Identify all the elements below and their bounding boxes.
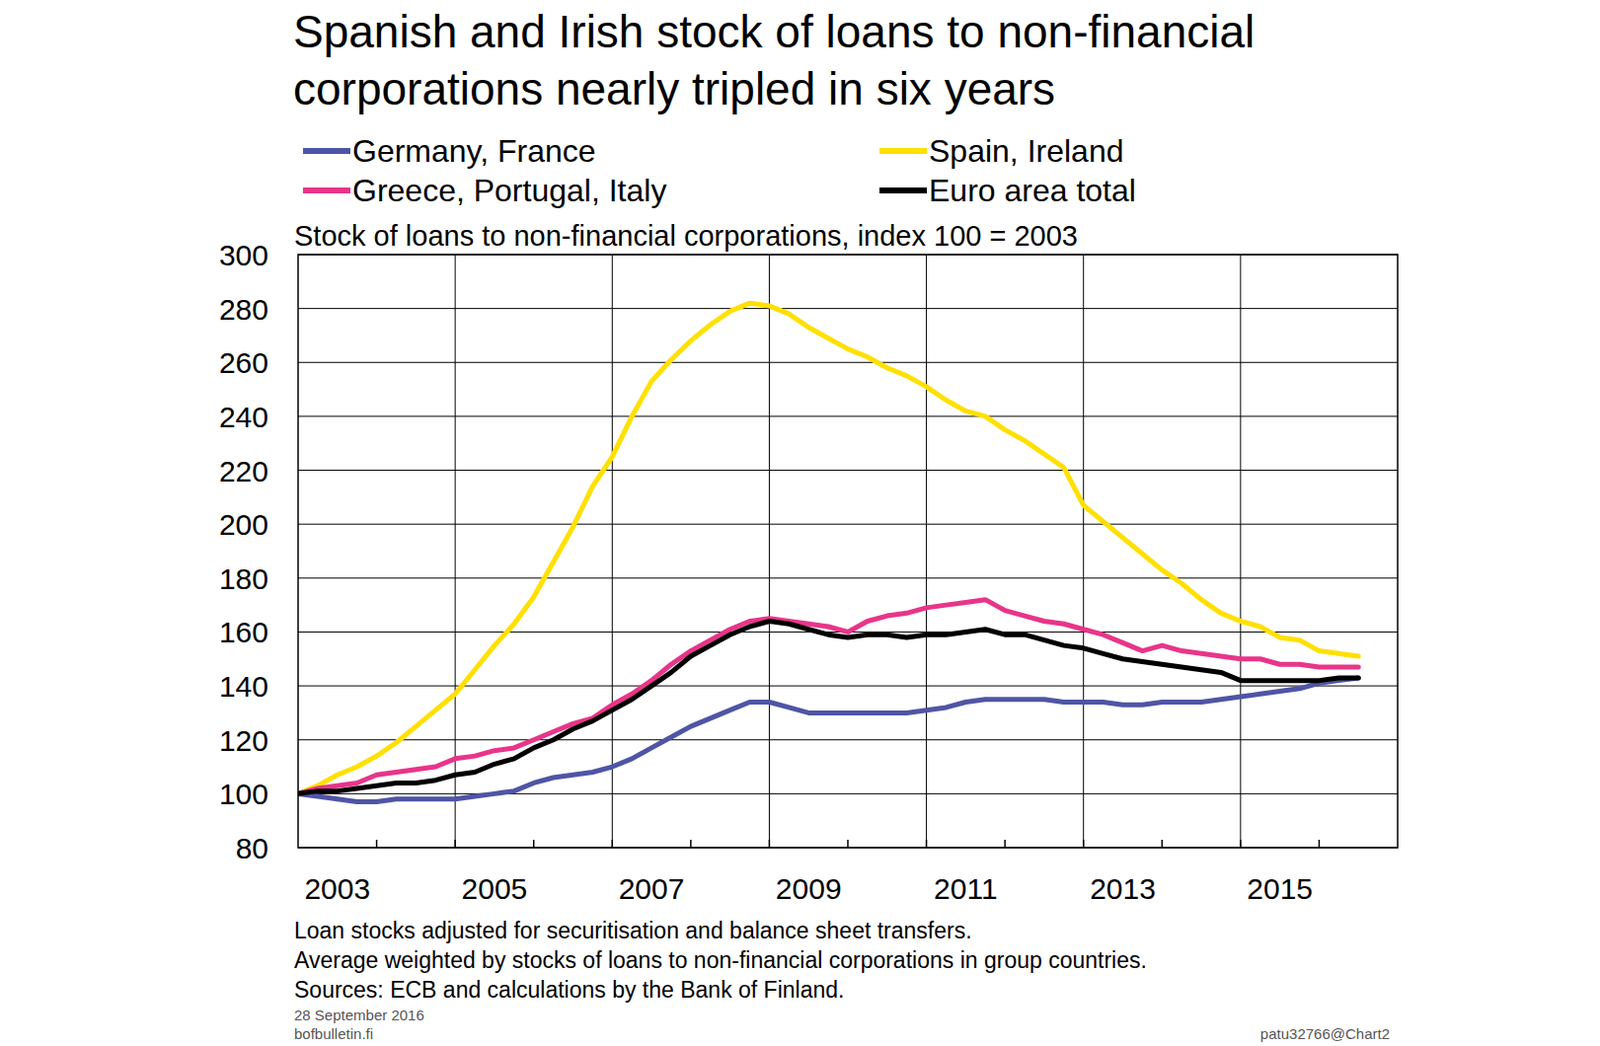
chart: Spanish and Irish stock of loans to non-… (0, 0, 1600, 1046)
grid-line (298, 307, 1398, 309)
footer-site: bofbulletin.fi (294, 1025, 374, 1043)
grid-line (298, 362, 1398, 364)
series-line (298, 678, 1359, 803)
legend-label: Greece, Portugal, Italy (352, 172, 667, 209)
grid-line (768, 254, 770, 848)
x-tick (689, 839, 692, 848)
x-tick (1318, 839, 1321, 848)
x-tick-label: 2005 (461, 872, 529, 906)
y-tick-label: 80 (235, 832, 269, 865)
grid-line (298, 739, 1398, 741)
series-line (298, 600, 1359, 795)
x-tick (1161, 839, 1164, 848)
series-line (298, 303, 1359, 794)
y-tick-label: 240 (219, 400, 269, 434)
note: Loan stocks adjusted for securitisation … (294, 917, 973, 944)
y-tick-label: 220 (219, 455, 269, 488)
subtitle: Stock of loans to non-financial corporat… (294, 220, 1078, 252)
x-tick-label: 2007 (618, 872, 686, 906)
legend-label: Euro area total (928, 172, 1137, 209)
x-tick (376, 839, 379, 848)
y-tick-label: 160 (219, 615, 269, 649)
grid-line (298, 469, 1398, 471)
plot-frame (298, 254, 1398, 848)
background (0, 0, 1600, 1046)
grid-line (298, 524, 1398, 526)
y-tick-label: 280 (219, 293, 269, 326)
legend-label: Germany, France (352, 133, 597, 169)
grid-line (298, 415, 1398, 417)
note: Average weighted by stocks of loans to n… (294, 947, 1147, 974)
y-tick-label: 100 (219, 777, 269, 811)
legend-swatch (303, 148, 351, 154)
legend-label: Spain, Ireland (928, 133, 1124, 169)
x-tick (1003, 839, 1006, 848)
x-tick (846, 839, 849, 848)
y-tick-label: 120 (219, 724, 269, 758)
note: Sources: ECB and calculations by the Ban… (294, 977, 844, 1003)
footer-id: patu32766@Chart2 (1260, 1025, 1390, 1043)
y-tick-label: 300 (219, 238, 269, 272)
series-group (298, 303, 1359, 802)
x-tick-label: 2009 (775, 872, 842, 906)
x-tick (533, 839, 535, 848)
y-tick-label: 140 (219, 670, 269, 703)
title: Spanish and Irish stock of loans to non-… (293, 5, 1255, 58)
y-tick-label: 260 (219, 346, 269, 380)
legend-swatch (879, 187, 927, 194)
grid-line (611, 254, 613, 848)
y-tick-label: 200 (219, 508, 269, 541)
footer-date: 28 September 2016 (294, 1006, 425, 1024)
title: corporations nearly tripled in six years (293, 63, 1056, 115)
series-line (298, 621, 1359, 795)
grid-line (1239, 254, 1241, 848)
x-tick-label: 2013 (1089, 872, 1156, 906)
legend-swatch (303, 187, 351, 194)
x-tick-label: 2003 (304, 872, 371, 906)
y-tick-label: 180 (219, 562, 269, 596)
x-tick-label: 2015 (1246, 872, 1313, 906)
x-tick-label: 2011 (933, 872, 998, 906)
grid-line (298, 577, 1398, 579)
grid-line (298, 793, 1398, 795)
grid-line (925, 254, 927, 848)
legend-swatch (879, 148, 927, 154)
grid-line (1082, 254, 1084, 848)
